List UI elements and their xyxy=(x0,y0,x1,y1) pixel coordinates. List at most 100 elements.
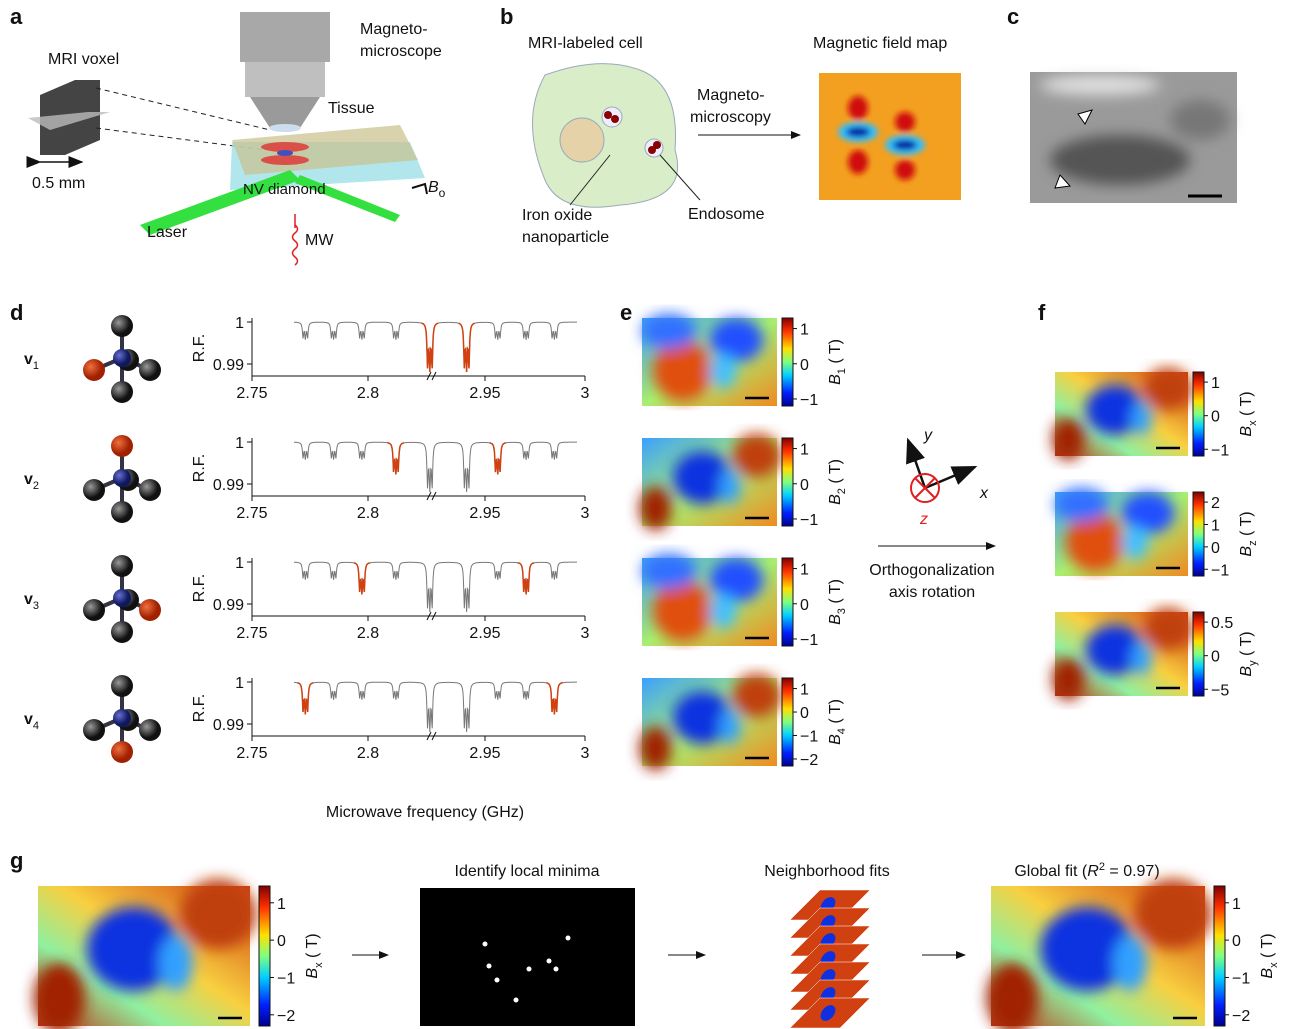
symbol: B xyxy=(1238,546,1255,557)
symbol: v xyxy=(24,471,33,488)
atom xyxy=(111,675,133,697)
colorbar-tick-label: 0 xyxy=(800,357,809,374)
atom xyxy=(111,315,133,337)
label: microscope xyxy=(360,43,442,60)
x-tick-label: 2.95 xyxy=(469,505,500,522)
spectrum-highlight xyxy=(518,563,535,595)
panel-label: c xyxy=(1007,4,1019,29)
symbol: B xyxy=(428,179,439,196)
colorbar-tick-label: 0 xyxy=(1211,649,1220,666)
x-tick-label: 2.75 xyxy=(236,625,267,642)
label: axis rotation xyxy=(889,584,975,601)
x-tick-label: 3 xyxy=(581,385,590,402)
panel-label: b xyxy=(500,4,513,29)
x-tick-label: 2.8 xyxy=(357,505,379,522)
label: Bo xyxy=(428,179,446,200)
feature xyxy=(1144,368,1192,410)
colorbar-label: B1 ( T) xyxy=(827,339,848,385)
x-tick-label: 2.8 xyxy=(357,745,379,762)
colorbar-tick-label: −2 xyxy=(1232,1008,1250,1025)
unit: ( T) xyxy=(1238,631,1255,660)
x-tick-label: 3 xyxy=(581,625,590,642)
atom xyxy=(113,349,131,367)
feature xyxy=(1052,658,1084,700)
text: = 0.97) xyxy=(1105,863,1160,880)
spectrum-highlight xyxy=(546,683,563,715)
colorbar xyxy=(1214,886,1225,1026)
feature xyxy=(1122,526,1149,560)
spectrum xyxy=(294,682,577,732)
panel-g-illustration xyxy=(352,888,965,1028)
label: Iron oxide xyxy=(522,207,592,224)
x-tick-label: 2.75 xyxy=(236,385,267,402)
panel-label: f xyxy=(1038,300,1046,325)
colorbar-tick-label: 0 xyxy=(1211,540,1220,557)
feature xyxy=(710,593,737,628)
x-tick-label: 2.8 xyxy=(357,385,379,402)
atom xyxy=(113,589,131,607)
colorbar-tick-label: 0 xyxy=(277,933,286,950)
unit: ( T) xyxy=(1238,391,1255,420)
unit: ( T) xyxy=(827,699,844,728)
symbol: B xyxy=(1259,968,1276,979)
panel-c-image xyxy=(1030,72,1237,203)
colorbar-label: B4 ( T) xyxy=(827,699,848,745)
symbol: v xyxy=(24,591,33,608)
colorbar xyxy=(1193,492,1204,576)
atom xyxy=(111,381,133,403)
text: Global fit ( xyxy=(1014,863,1088,880)
x-tick-label: 3 xyxy=(581,505,590,522)
atom xyxy=(111,501,133,523)
label: Orthogonalization xyxy=(869,562,994,579)
colorbar xyxy=(1193,612,1204,696)
atom xyxy=(139,719,161,741)
colorbar-tick-label: −2 xyxy=(800,752,818,769)
symbol: B xyxy=(1238,426,1255,437)
label: microscopy xyxy=(690,109,771,126)
label: Magneto- xyxy=(360,21,428,38)
colorbar-tick-label: 0 xyxy=(800,477,809,494)
x-tick-label: 2.75 xyxy=(236,505,267,522)
y-tick-label: 0.99 xyxy=(213,597,244,614)
colorbar-tick-label: −5 xyxy=(1211,682,1229,699)
feature xyxy=(1131,401,1152,435)
colorbar-tick-label: 1 xyxy=(1211,375,1220,392)
colorbar xyxy=(782,558,793,646)
feature xyxy=(1131,641,1152,675)
atom xyxy=(139,479,161,501)
symbol: B xyxy=(1238,666,1255,677)
rotation-axes xyxy=(878,440,995,546)
feature xyxy=(653,580,712,642)
colorbar-tick-label: 0 xyxy=(800,705,809,722)
axis-name: x xyxy=(979,485,989,502)
colorbar-tick-label: −1 xyxy=(800,728,818,745)
label: MRI-labeled cell xyxy=(528,35,643,52)
feature xyxy=(639,726,671,770)
colorbar-label: Bz ( T) xyxy=(1238,511,1259,556)
colorbar-tick-label: 2 xyxy=(1211,495,1220,512)
colorbar-tick-label: 1 xyxy=(800,682,809,699)
symbol: B xyxy=(827,374,844,385)
panel-b-illustration xyxy=(533,64,962,208)
atom xyxy=(83,719,105,741)
feature xyxy=(639,486,671,530)
colorbar xyxy=(782,678,793,766)
spectrum xyxy=(294,562,577,612)
colorbar-tick-label: 1 xyxy=(800,562,809,579)
label: Magnetic field map xyxy=(813,35,947,52)
y-tick-label: 1 xyxy=(235,675,244,692)
panel-label: g xyxy=(10,848,23,873)
spectrum-highlight xyxy=(387,443,404,475)
x-axis-label: Microwave frequency (GHz) xyxy=(326,804,524,821)
label: Tissue xyxy=(328,100,375,117)
feature xyxy=(1055,488,1108,522)
colorbar xyxy=(782,438,793,526)
y-tick-label: 1 xyxy=(235,435,244,452)
colorbar-tick-label: −1 xyxy=(1211,562,1229,579)
panel-label: e xyxy=(620,300,632,325)
y-tick-label: 0.99 xyxy=(213,357,244,374)
y-axis-label: R.F. xyxy=(191,694,208,722)
feature xyxy=(653,340,712,402)
colorbar xyxy=(782,318,793,406)
unit: ( T) xyxy=(1259,933,1276,962)
